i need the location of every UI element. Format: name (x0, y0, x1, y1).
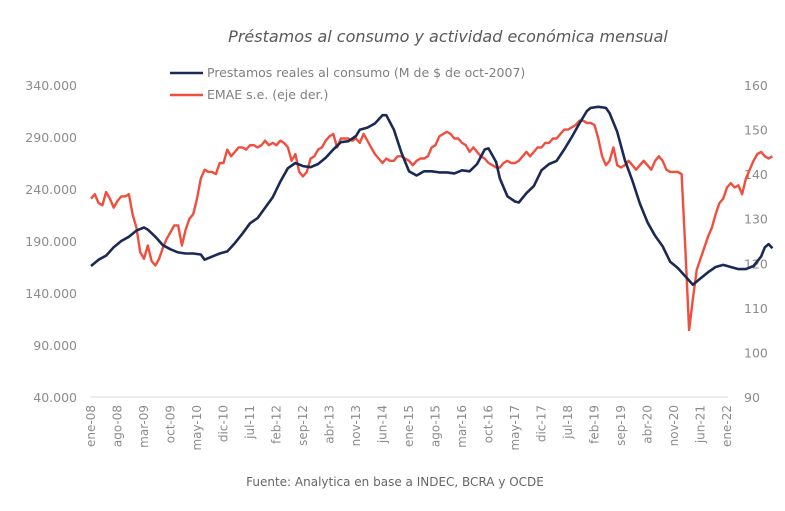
y-left-tick-label: 340.000 (25, 78, 77, 93)
x-tick-label: ago-15 (429, 405, 443, 447)
x-tick-label: jun-21 (694, 405, 708, 444)
x-tick-label: jun-14 (376, 405, 390, 444)
y-left-tick-label: 140.000 (25, 286, 77, 301)
x-tick-label: sep-19 (614, 405, 628, 446)
x-tick-label: may-10 (190, 405, 204, 451)
x-tick-label: jul-18 (561, 405, 575, 440)
x-tick-label: feb-12 (270, 405, 284, 444)
x-tick-label: mar-09 (137, 405, 151, 448)
x-tick-label: ene-15 (402, 405, 416, 447)
y-right-tick-label: 90 (744, 390, 760, 405)
y-left-tick-label: 90.000 (33, 338, 77, 353)
x-axis: ene-08 ago-08 mar-09 oct-09 may-10 dic-10 jul-… (84, 405, 734, 451)
legend: Prestamos reales al consumo (M de $ de o… (170, 65, 525, 102)
series-line-emae (90, 119, 774, 332)
x-tick-label: ene-08 (84, 405, 98, 447)
x-tick-label: dic-17 (535, 405, 549, 442)
x-tick-label: nov-20 (667, 405, 681, 446)
y-left-tick-label: 40.000 (33, 390, 77, 405)
x-tick-label: abr-20 (641, 405, 655, 444)
y-left-tick-label: 290.000 (25, 130, 77, 145)
x-tick-label: mar-16 (455, 405, 469, 448)
y-right-tick-label: 150 (744, 123, 768, 138)
y-axis-left: 40.000 90.000 140.000 190.000 240.000 290.000… (25, 78, 77, 405)
legend-label-loans: Prestamos reales al consumo (M de $ de o… (207, 65, 525, 80)
source-note: Fuente: Analytica en base a INDEC, BCRA … (246, 475, 544, 489)
legend-label-emae: EMAE s.e. (eje der.) (207, 87, 328, 102)
y-right-tick-label: 110 (744, 301, 768, 316)
x-tick-label: oct-16 (482, 405, 496, 443)
x-tick-label: ene-22 (720, 405, 734, 447)
x-tick-label: may-17 (508, 405, 522, 451)
x-tick-label: ago-08 (111, 405, 125, 447)
y-right-tick-label: 130 (744, 212, 768, 227)
x-tick-label: sep-12 (296, 405, 310, 446)
y-right-tick-label: 100 (744, 345, 768, 360)
y-right-tick-label: 160 (744, 78, 768, 93)
x-tick-label: dic-10 (217, 405, 231, 442)
x-tick-label: nov-13 (349, 405, 363, 446)
chart-title: Préstamos al consumo y actividad económi… (228, 27, 668, 46)
x-tick-label: feb-19 (588, 405, 602, 444)
x-tick-label: jul-11 (243, 405, 257, 440)
x-tick-label: oct-09 (164, 405, 178, 443)
y-left-tick-label: 240.000 (25, 182, 77, 197)
y-left-tick-label: 190.000 (25, 234, 77, 249)
series-line-loans (90, 105, 774, 286)
x-tick-label: abr-13 (323, 405, 337, 444)
